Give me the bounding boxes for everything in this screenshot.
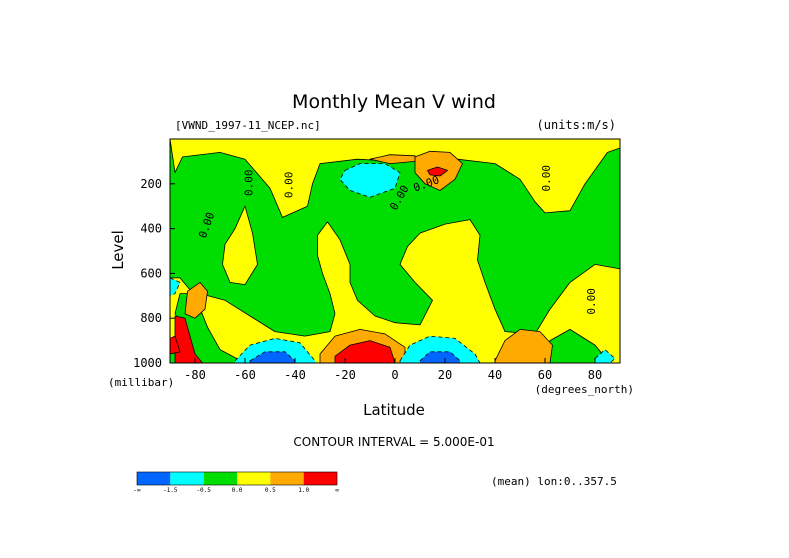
contour-region-11 — [427, 166, 448, 177]
y-tick-label-1: 400 — [140, 222, 162, 236]
colorbar: -∞ -1.5 -0.5 0.0 0.5 1.0 ∞ — [133, 471, 339, 494]
colorbar-swatch-4 — [270, 472, 304, 485]
colorbar-swatch-2 — [203, 472, 237, 485]
x-axis-label: Latitude — [363, 401, 425, 419]
contour-region-15 — [170, 277, 181, 297]
x-tick-label-7: 60 — [538, 368, 552, 382]
mean-text: (mean) lon:0..357.5 — [491, 475, 617, 488]
contour-region-8 — [369, 154, 416, 165]
contour-region-13 — [234, 337, 316, 363]
contour-label-6: 0.00 — [585, 288, 598, 315]
y-tick-label-4: 1000 — [133, 356, 162, 370]
colorbar-swatch-5 — [303, 472, 337, 485]
colorbar-swatch-3 — [237, 472, 271, 485]
contour-label-2: 0.00 — [283, 172, 296, 199]
x-tick-label-2: -40 — [284, 368, 306, 382]
colorbar-tick-label-4: 0.5 — [265, 487, 276, 494]
contour-region-4 — [184, 281, 208, 319]
x-tick-label-6: 40 — [488, 368, 502, 382]
x-tick-label-5: 20 — [438, 368, 452, 382]
contour-region-19 — [170, 335, 181, 355]
colorbar-frame — [136, 471, 338, 486]
contour-region-10 — [334, 340, 396, 363]
x-tick-label-8: 80 — [588, 368, 602, 382]
contour-region-9 — [174, 315, 203, 363]
colorbar-tick-label-6: ∞ — [335, 487, 339, 494]
file-label: [VWND_1997-11_NCEP.nc] — [175, 119, 321, 132]
contour-region-12 — [339, 163, 401, 198]
colorbar-tick-label-1: -1.5 — [163, 487, 178, 494]
chart-title: Monthly Mean V wind — [292, 91, 496, 113]
colorbar-swatch-0 — [137, 472, 171, 485]
x-axis-ticks: -80 -60 -40 -20 0 20 40 60 80 — [184, 358, 602, 382]
contour-region-3 — [170, 219, 620, 363]
x-tick-label-4: 0 — [391, 368, 398, 382]
units-label: (units:m/s) — [537, 118, 616, 132]
contour-label-1: 0.00 — [243, 169, 256, 196]
contour-label-5: 0.00 — [540, 165, 553, 192]
x-tick-label-1: -60 — [234, 368, 256, 382]
colorbar-tick-label-3: 0.0 — [232, 487, 243, 494]
y-tick-label-0: 200 — [140, 177, 162, 191]
colorbar-swatch-1 — [170, 472, 204, 485]
y-axis-ticks: 200 400 600 800 1000 — [133, 177, 175, 370]
x-axis-units: (degrees_north) — [535, 383, 634, 396]
contour-region-18 — [419, 351, 461, 363]
y-tick-label-3: 800 — [140, 311, 162, 325]
x-tick-label-3: -20 — [334, 368, 356, 382]
contour-region-14 — [399, 335, 481, 363]
colorbar-tick-label-5: 1.0 — [298, 487, 309, 494]
y-axis-label: Level — [109, 230, 127, 270]
contour-region-2 — [222, 205, 258, 286]
contour-interval-text: CONTOUR INTERVAL = 5.000E-01 — [293, 435, 494, 449]
colorbar-tick-label-0: -∞ — [133, 487, 141, 494]
plot-area — [170, 139, 620, 363]
colorbar-tick-label-2: -0.5 — [196, 487, 211, 494]
x-tick-label-0: -80 — [184, 368, 206, 382]
y-axis-units: (millibar) — [108, 376, 174, 389]
contour-region-6 — [494, 328, 553, 363]
y-tick-label-2: 600 — [140, 266, 162, 280]
